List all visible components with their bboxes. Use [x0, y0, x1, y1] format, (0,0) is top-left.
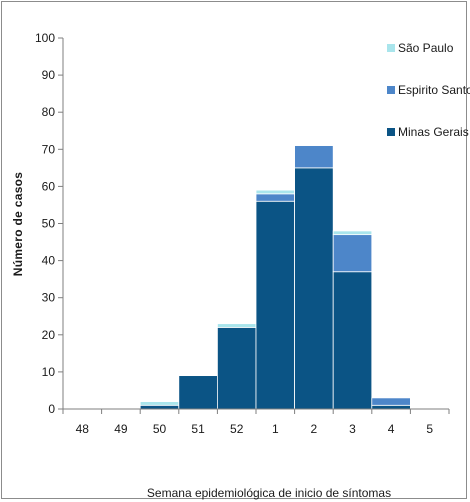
x-tick-label: 50	[153, 422, 167, 436]
bar-s-o-paulo-week-3	[332, 230, 373, 236]
x-tick-label: 48	[76, 422, 90, 436]
bar-minas-gerais-week-1	[255, 200, 295, 410]
y-tick-label: 70	[42, 142, 56, 156]
x-tick-label: 5	[426, 422, 433, 436]
x-axis: 48 49 50 51 52 1 2 3 4 5	[62, 408, 450, 436]
bar-s-o-paulo-week-50	[139, 401, 180, 406]
y-tick-label: 0	[48, 402, 55, 416]
bar-s-o-paulo-week-1	[255, 189, 295, 195]
x-tick-label: 1	[272, 422, 279, 436]
legend-swatch-s-o-paulo	[387, 44, 395, 52]
bar-minas-gerais-week-52	[216, 326, 257, 410]
y-axis: 0 10 20 30 40 50 60 70 80 90 100	[35, 31, 64, 416]
bar-s-o-paulo-week-52	[216, 323, 257, 328]
y-tick-label: 100	[35, 31, 55, 45]
y-axis-title: Número de casos	[11, 172, 25, 277]
y-tick-label: 90	[42, 68, 56, 82]
bar-espirito-santo-week-2	[294, 145, 334, 169]
legend-swatch-minas-gerais	[387, 128, 395, 136]
legend: São Paulo Espirito Santo Minas Gerais	[387, 41, 470, 139]
bar-espirito-santo-week-3	[332, 234, 373, 273]
legend-label-s-o-paulo: São Paulo	[398, 41, 454, 55]
bar-minas-gerais-week-50	[139, 404, 180, 410]
y-tick-label: 80	[42, 105, 56, 119]
x-tick-label: 4	[388, 422, 395, 436]
bar-minas-gerais-week-3	[332, 271, 373, 410]
bar-minas-gerais-week-4	[371, 404, 411, 410]
bar-espirito-santo-week-4	[371, 397, 411, 406]
y-tick-label: 30	[42, 291, 56, 305]
x-axis-title: Semana epidemiológica de inicio de sínto…	[147, 486, 391, 500]
x-tick-label: 2	[311, 422, 318, 436]
legend-label-espirito-santo: Espirito Santo	[398, 83, 470, 97]
y-tick-label: 50	[42, 217, 56, 231]
x-tick-label: 3	[349, 422, 356, 436]
bar-minas-gerais-week-2	[294, 167, 334, 410]
x-tick-label: 49	[114, 422, 128, 436]
plot-area	[139, 145, 411, 410]
bar-minas-gerais-week-51	[178, 375, 218, 410]
y-tick-label: 10	[42, 365, 56, 379]
legend-swatch-espirito-santo	[387, 86, 395, 94]
y-tick-label: 20	[42, 328, 56, 342]
y-tick-label: 40	[42, 254, 56, 268]
legend-label-minas-gerais: Minas Gerais	[398, 125, 469, 139]
bar-espirito-santo-week-1	[255, 193, 295, 202]
x-tick-label: 51	[191, 422, 205, 436]
x-tick-label: 52	[230, 422, 244, 436]
y-tick-label: 60	[42, 179, 56, 193]
